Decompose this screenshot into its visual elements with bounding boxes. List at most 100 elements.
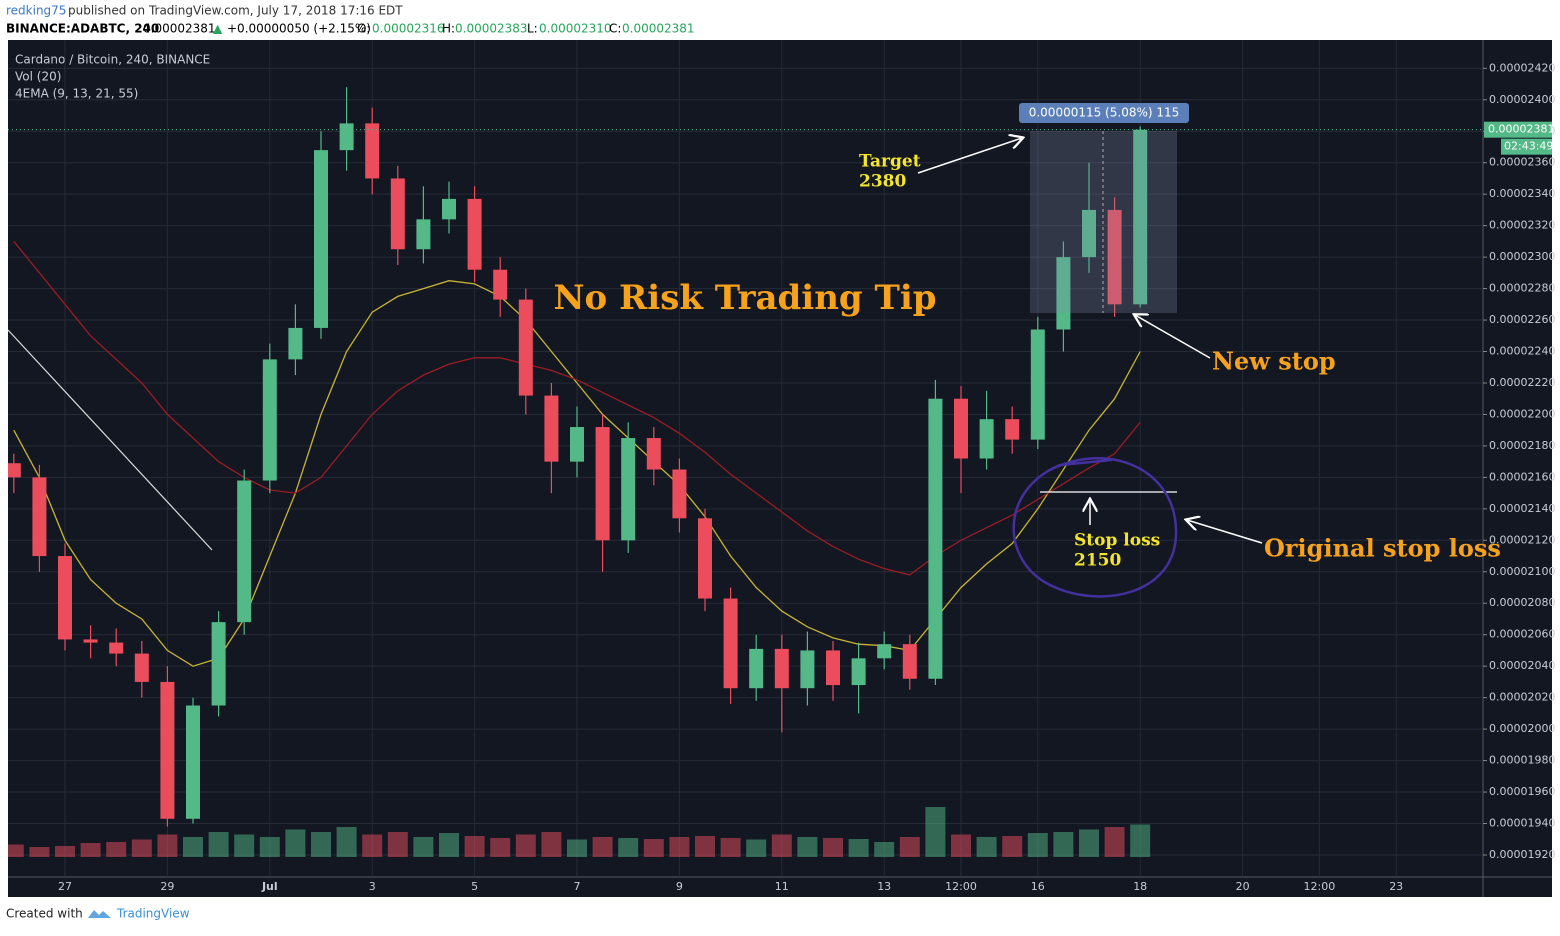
candle-body xyxy=(365,123,380,179)
volume-bar xyxy=(695,836,715,857)
y-tick-label: 0.00002340 xyxy=(1489,187,1555,200)
h-key: H: xyxy=(442,22,455,36)
volume-bar xyxy=(823,838,843,857)
arrow xyxy=(1187,520,1263,544)
countdown-tag xyxy=(1501,138,1552,155)
stop-loss-value: 2150 xyxy=(1074,551,1121,571)
volume-bar xyxy=(413,837,434,857)
candle-body xyxy=(109,642,124,654)
x-tick-label: 12:00 xyxy=(1304,880,1336,893)
brand: TradingView xyxy=(116,907,190,921)
o: 0.00002316 xyxy=(372,22,445,36)
volume-bar xyxy=(541,832,562,857)
created: Created with xyxy=(6,907,83,921)
volume-bar xyxy=(848,839,869,857)
legend: Cardano / Bitcoin, 240, BINANCE Vol (20)… xyxy=(15,53,210,101)
y-tick-label: 0.00002360 xyxy=(1489,156,1555,169)
x-tick-label: 5 xyxy=(471,880,478,893)
volume-bar xyxy=(669,837,690,857)
chart-area xyxy=(8,40,1552,897)
volume-bar xyxy=(259,837,280,857)
logo xyxy=(88,910,111,918)
candle-body xyxy=(979,419,994,459)
volume-bar xyxy=(1027,833,1048,857)
candle-body xyxy=(672,469,687,519)
y-tick-label: 0.00002060 xyxy=(1489,628,1555,641)
candle-body xyxy=(954,398,968,459)
x-tick-label: 27 xyxy=(58,880,72,893)
volume-bar xyxy=(439,833,459,857)
candle-body xyxy=(58,556,72,640)
volume-bar xyxy=(208,832,229,857)
h: 0.00002383 xyxy=(455,22,528,36)
volume-bar xyxy=(183,837,203,857)
ema-line xyxy=(13,240,1141,576)
candle-body xyxy=(570,427,584,462)
target-label: Target xyxy=(859,152,921,172)
y-tick-label: 0.00002020 xyxy=(1489,691,1555,704)
change: +0.00000050 (+2.15%) xyxy=(227,22,371,36)
header: redking75 published on TradingView.com, … xyxy=(6,4,695,36)
x-tick-label: Jul xyxy=(261,880,278,893)
volume-bar xyxy=(157,834,178,857)
y-tick-label: 0.00002400 xyxy=(1489,93,1555,106)
candle-body xyxy=(851,658,866,686)
volume-bar xyxy=(515,834,536,857)
candle-body xyxy=(442,198,456,220)
legend-entry: Cardano / Bitcoin, 240, BINANCE xyxy=(15,53,210,67)
volume-bar xyxy=(1053,832,1074,857)
volume-bar xyxy=(106,842,127,857)
volume-bar xyxy=(131,839,152,857)
candle-body xyxy=(621,438,636,541)
symbol: BINANCE:ADABTC, 240 xyxy=(6,22,159,36)
candle-body xyxy=(390,178,405,250)
volume-bar xyxy=(490,838,511,857)
legend-entry: Vol (20) xyxy=(15,70,61,84)
y-tick-label: 0.00002240 xyxy=(1489,345,1555,358)
y-tick-label: 0.00002300 xyxy=(1489,250,1555,263)
published: published on TradingView.com, July 17, 2… xyxy=(68,4,403,18)
volume-bar xyxy=(387,832,408,857)
candle-body xyxy=(1005,419,1020,440)
annotations: 0.00000115 (5.08%) 115 No Risk Trading T… xyxy=(7,103,1501,598)
footer: Created with TradingView xyxy=(6,907,190,921)
o-key: O: xyxy=(357,22,370,36)
y-tick-label: 0.00002040 xyxy=(1489,659,1555,672)
c-key: C: xyxy=(609,22,621,36)
candle-body xyxy=(1107,209,1122,305)
x-tick-label: 7 xyxy=(574,880,581,893)
candle-body xyxy=(262,359,277,481)
x-tick-label: 13 xyxy=(877,880,891,893)
candle-body xyxy=(32,477,47,557)
candle-body xyxy=(723,598,738,689)
target-value: 2380 xyxy=(859,172,906,192)
x-tick-label: 16 xyxy=(1031,880,1045,893)
candle-body xyxy=(800,650,815,689)
author: redking75 xyxy=(6,4,66,18)
l-key: L: xyxy=(527,22,538,36)
volume-bar xyxy=(643,839,664,857)
x-tick-label: 23 xyxy=(1389,880,1403,893)
arrow: ▲ xyxy=(213,22,223,36)
y-tick-label: 0.00001960 xyxy=(1489,785,1555,798)
arrow xyxy=(1135,315,1211,359)
x-tick-label: 11 xyxy=(775,880,789,893)
y-tick-label: 0.00002100 xyxy=(1489,565,1555,578)
c: 0.00002381 xyxy=(622,22,695,36)
y-tick-label: 0.00001980 xyxy=(1489,754,1555,767)
price-label: 0.00002381 xyxy=(1488,123,1554,136)
l: 0.00002310 xyxy=(539,22,612,36)
volume-bar xyxy=(311,832,331,857)
volume-bar xyxy=(874,842,895,857)
circle xyxy=(1012,456,1178,598)
candle-body xyxy=(467,198,482,270)
volume-bar xyxy=(1079,829,1099,857)
trendline xyxy=(7,329,213,551)
volume-bar xyxy=(55,846,75,857)
y-tick-label: 0.00002120 xyxy=(1489,533,1555,546)
candle-body xyxy=(1056,257,1071,330)
volume-bar xyxy=(464,836,485,857)
x-tick-label: 3 xyxy=(369,880,376,893)
original-stop: Original stop loss xyxy=(1264,534,1501,563)
